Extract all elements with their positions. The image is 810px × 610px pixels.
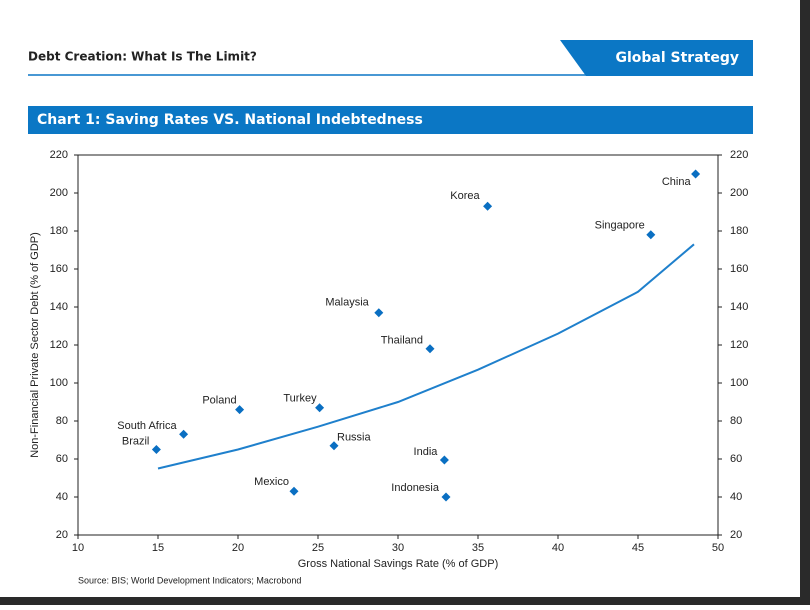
source: Source: BIS; World Development Indicator… (78, 575, 301, 585)
x-axis-label: Gross National Savings Rate (% of GDP) (298, 558, 499, 570)
x-tick-label: 20 (232, 542, 244, 554)
y-tick-label: 140 (50, 301, 68, 313)
point (315, 403, 325, 413)
y2-tick-label: 100 (730, 377, 748, 389)
trend-line (157, 243, 695, 470)
header-title: Debt Creation: What Is The Limit? (28, 50, 257, 64)
point (441, 492, 451, 502)
y-tick-label: 60 (56, 453, 68, 465)
x-tick-label: 45 (632, 542, 644, 554)
point-label: Mexico (254, 476, 289, 488)
point-label: Brazil (122, 435, 150, 447)
y2-tick-label: 180 (730, 225, 748, 237)
point-label: Malaysia (325, 297, 369, 309)
y2-tick-label: 20 (730, 529, 742, 541)
y-tick-label: 40 (56, 491, 68, 503)
y-tick-label: 120 (50, 339, 68, 351)
y2-tick-label: 140 (730, 301, 748, 313)
y2-tick-label: 80 (730, 415, 742, 427)
point-label: Turkey (283, 393, 317, 405)
point (439, 455, 449, 465)
y2-tick-label: 160 (730, 263, 748, 275)
edge-shadow (800, 0, 810, 605)
point (646, 230, 656, 240)
point-label: South Africa (117, 420, 177, 432)
x-tick-label: 15 (152, 542, 164, 554)
point (374, 308, 384, 318)
x-tick-label: 40 (552, 542, 564, 554)
point-label: Indonesia (391, 482, 440, 494)
point-label: Poland (202, 395, 236, 407)
y-tick-label: 180 (50, 225, 68, 237)
y2-tick-label: 120 (730, 339, 748, 351)
chart-title-bg (28, 106, 753, 134)
badge: Global Strategy (615, 50, 739, 66)
y-tick-label: 200 (50, 187, 68, 199)
chart-title: Chart 1: Saving Rates VS. National Indeb… (37, 112, 423, 128)
x-tick-label: 35 (472, 542, 484, 554)
y2-tick-label: 40 (730, 491, 742, 503)
y-tick-label: 80 (56, 415, 68, 427)
x-tick-label: 10 (72, 542, 84, 554)
point (235, 405, 245, 415)
y-tick-label: 20 (56, 529, 68, 541)
point (179, 429, 189, 439)
point (483, 201, 493, 211)
point-label: Thailand (381, 335, 423, 347)
y-tick-label: 220 (50, 149, 68, 161)
y-axis-label: Non-Financial Private Sector Debt (% of … (29, 232, 41, 458)
badge-bg (560, 40, 753, 76)
point-label: India (414, 446, 439, 458)
x-tick-label: 30 (392, 542, 404, 554)
x-tick-label: 50 (712, 542, 724, 554)
point-label: China (662, 176, 692, 188)
point (329, 441, 339, 451)
y2-tick-label: 200 (730, 187, 748, 199)
y-tick-label: 100 (50, 377, 68, 389)
y-tick-label: 160 (50, 263, 68, 275)
point (691, 169, 701, 179)
point (289, 486, 299, 496)
y2-tick-label: 220 (730, 149, 748, 161)
point-label: Russia (337, 432, 372, 444)
bottom-shadow (0, 597, 810, 605)
point-label: Korea (450, 190, 480, 202)
point (151, 445, 161, 454)
x-tick-label: 25 (312, 542, 324, 554)
point-label: Singapore (595, 220, 645, 232)
point (425, 344, 435, 354)
y2-tick-label: 60 (730, 453, 742, 465)
